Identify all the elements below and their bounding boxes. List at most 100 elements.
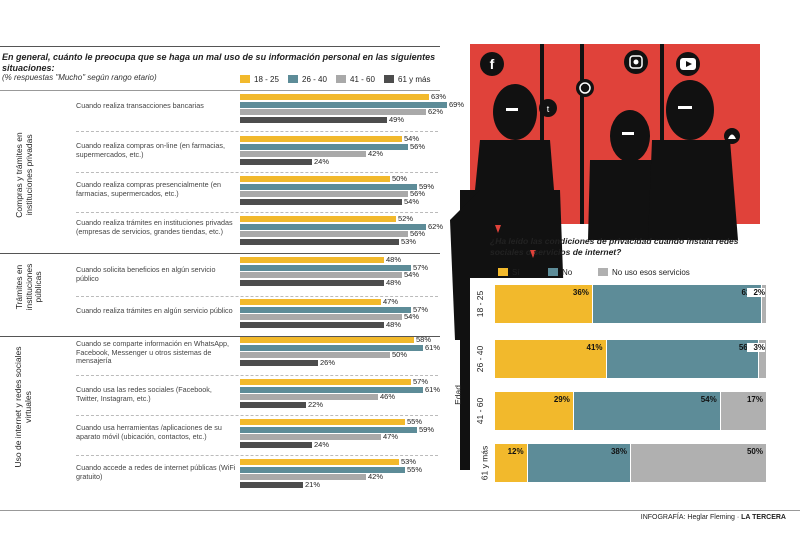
bar (240, 344, 423, 351)
bar (240, 401, 306, 408)
bar-value-label: 55% (407, 464, 423, 474)
bar (240, 379, 411, 385)
age-category-label: 26 - 40 (475, 345, 486, 373)
row-divider (76, 131, 438, 132)
bar-value-label: 52% (398, 214, 414, 223)
stacked-segment (495, 340, 607, 378)
stacked-segment (495, 444, 528, 482)
chart2-axis (466, 284, 467, 470)
legend-label: No (562, 268, 573, 277)
segment-value-label: 17% (746, 395, 763, 404)
bar-value-label: 57% (413, 304, 429, 314)
bar (240, 459, 399, 465)
bar (240, 272, 402, 278)
chart1-title: En general, cuánto le preocupa que se ha… (2, 52, 436, 73)
legend-swatch (498, 268, 508, 276)
bar-value-label: 57% (413, 262, 429, 272)
bar-value-label: 62% (428, 107, 444, 116)
row-label-2: Cuando realiza compras presencialmente (… (76, 180, 222, 198)
segment-value-label: 36% (572, 288, 589, 297)
bar-value-label: 26% (320, 357, 336, 367)
row-label-5: Cuando realiza trámites en algún servici… (76, 306, 233, 315)
bar-value-label: 24% (314, 156, 330, 166)
segment-value-label: 54% (700, 395, 717, 404)
bar-value-label: 21% (305, 479, 321, 489)
bar-value-label: 47% (383, 297, 399, 306)
bar-value-label: 61% (425, 342, 441, 352)
bar (240, 238, 399, 245)
footer-label: INFOGRAFÍA: Heglar Fleming (640, 514, 735, 521)
legend-swatch (240, 75, 250, 83)
row-label-1: Cuando realiza compras on-line (en farma… (76, 141, 226, 159)
segment-value-label: 2% (747, 288, 765, 297)
whatsapp-icon (576, 79, 594, 97)
bar-value-label: 59% (419, 424, 435, 434)
bar (240, 419, 405, 425)
age-category-label: 41 - 60 (475, 397, 486, 425)
bar-value-label: 24% (314, 439, 330, 449)
legend-swatch (336, 75, 346, 83)
footer-brand: LA TERCERA (741, 514, 786, 521)
legend-label: Sí (512, 268, 520, 277)
bar-value-label: 56% (410, 229, 426, 238)
bar (240, 191, 408, 197)
bar-value-label: 46% (380, 392, 396, 401)
bar (240, 198, 402, 205)
row-divider (76, 296, 438, 297)
bar-value-label: 48% (386, 255, 402, 264)
bar (240, 109, 426, 115)
segment-value-label: 29% (553, 395, 570, 404)
bar-value-label: 48% (386, 277, 402, 287)
bar-value-label: 57% (413, 377, 429, 386)
age-category-label: 61 y más (479, 445, 490, 481)
bar (240, 143, 408, 150)
bar-value-label: 54% (404, 196, 420, 206)
bar (240, 474, 366, 480)
legend-item-si: Sí (498, 268, 520, 277)
stacked-segment (631, 444, 767, 482)
stacked-segment (720, 392, 767, 430)
header-rule (0, 90, 440, 91)
bar (240, 183, 417, 190)
bar (240, 151, 366, 157)
bar-value-label: 48% (386, 319, 402, 329)
bar-value-label: 61% (425, 384, 441, 394)
row-label-8: Cuando usa herramientas /aplicaciones de… (76, 423, 222, 441)
footer-rule (0, 510, 800, 511)
legend-item-no-uso: No uso esos servicios (598, 268, 690, 277)
bar-value-label: 42% (368, 472, 384, 481)
chart2-ylabel: Edad (452, 385, 463, 405)
group-label-publicas: Trámites en instituciones públicas (14, 263, 43, 311)
bar (240, 216, 396, 222)
bar-value-label: 59% (419, 181, 435, 191)
bar (240, 321, 384, 328)
stacked-segment (761, 285, 767, 323)
segment-value-label: 38% (610, 447, 627, 456)
bar (240, 394, 378, 400)
bar-value-label: 54% (404, 134, 420, 143)
row-divider (76, 415, 438, 416)
bar (240, 299, 381, 305)
bar-value-label: 63% (431, 92, 447, 101)
bar (240, 359, 318, 366)
bar (240, 426, 417, 433)
youtube-icon (676, 52, 700, 76)
bar-value-label: 50% (392, 350, 408, 359)
row-divider (76, 212, 438, 213)
bar-value-label: 53% (401, 236, 417, 246)
bar-value-label: 50% (392, 174, 408, 183)
stacked-segment (495, 285, 593, 323)
footer-credit: INFOGRAFÍA: Heglar Fleming · LA TERCERA (640, 514, 786, 521)
twitter-icon: t (539, 99, 557, 117)
segment-value-label: 56% (729, 343, 755, 352)
stacked-segment (606, 340, 759, 378)
bar-value-label: 22% (308, 399, 324, 409)
row-label-0: Cuando realiza transacciones bancarias (76, 101, 204, 110)
bar-value-label: 58% (416, 335, 432, 344)
snapchat-icon (724, 128, 740, 144)
bar (240, 337, 414, 343)
stacked-segment (573, 392, 721, 430)
bar (240, 158, 312, 165)
bar (240, 257, 384, 263)
bar-value-label: 42% (368, 149, 384, 158)
